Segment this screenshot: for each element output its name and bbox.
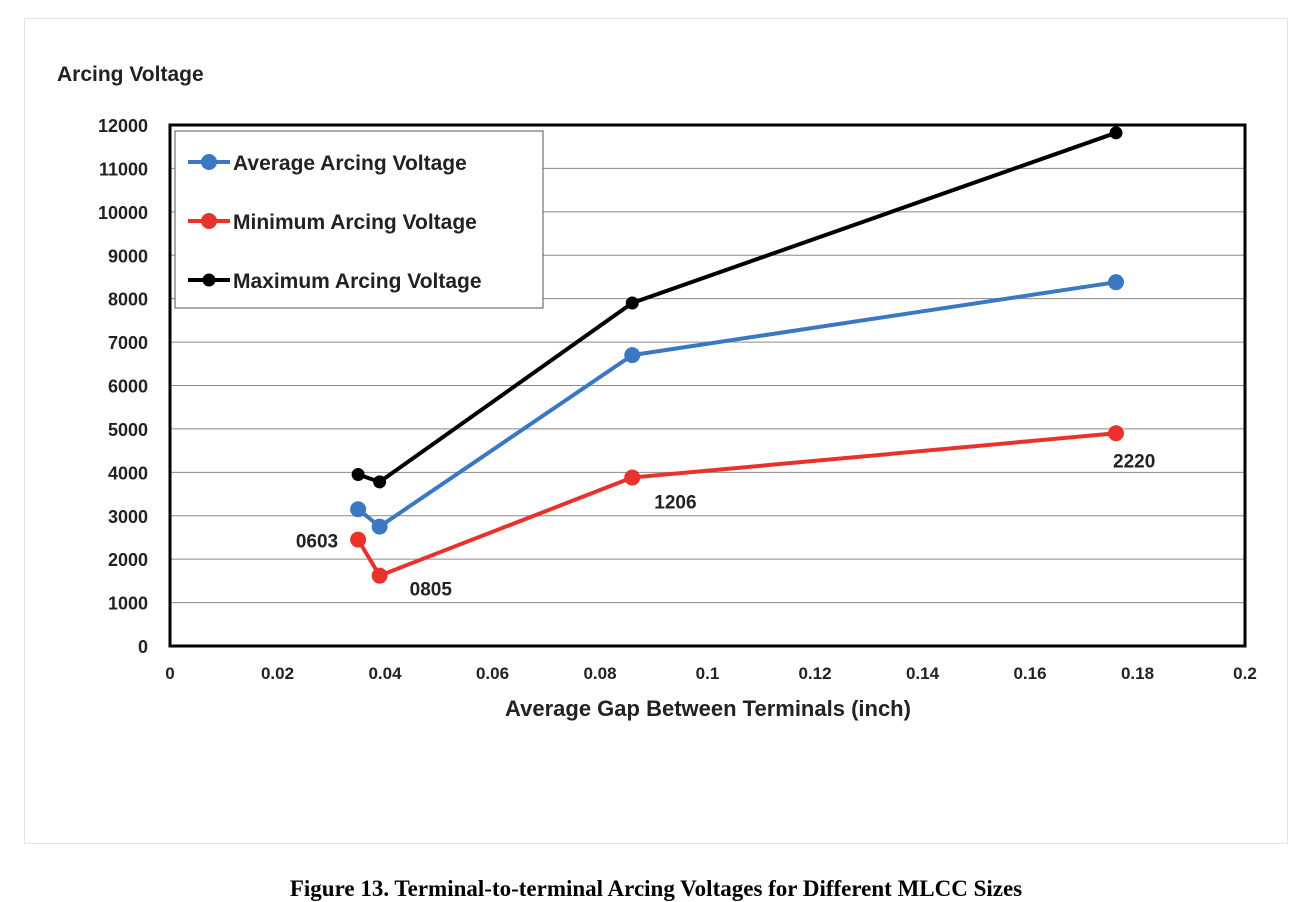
legend-swatch-marker [201,213,217,229]
y-tick-label: 2000 [108,550,148,570]
legend-box [174,130,544,309]
x-tick-label: 0.12 [798,664,831,683]
data-point [625,296,639,310]
y-tick-label: 3000 [108,507,148,527]
y-tick-label: 12000 [98,116,148,136]
legend-label: Maximum Arcing Voltage [233,270,482,293]
y-tick-label: 8000 [108,290,148,310]
annotation-label: 0805 [410,580,453,601]
x-tick-label: 0.08 [583,664,616,683]
x-tick-label: 0 [165,664,174,683]
x-tick-label: 0.18 [1121,664,1154,683]
x-tick-label: 0.1 [696,664,720,683]
data-point [371,518,388,535]
data-point [351,468,365,482]
y-tick-label: 9000 [108,246,148,266]
legend-item: Maximum Arcing Voltage [188,270,482,293]
y-tick-label: 0 [138,637,148,657]
series-layer [350,126,1124,584]
x-tick-label: 0.06 [476,664,509,683]
legend-label: Average Arcing Voltage [233,152,467,175]
legend-label: Minimum Arcing Voltage [233,211,477,234]
legend-swatch-marker [202,273,216,287]
figure-caption: Figure 13. Terminal-to-terminal Arcing V… [289,876,1023,901]
data-point [350,531,367,548]
series-line [357,130,1117,484]
series-2 [350,425,1124,584]
data-point [1108,425,1124,442]
arcing-voltage-chart: 0 1000 2000 3000 4000 5000 6000 7000 8000 9000 100… [57,63,1257,721]
legend-item: Average Arcing Voltage [188,152,467,175]
y-tick-labels: 0 1000 2000 3000 4000 5000 6000 7000 8000 9000 100… [98,116,148,657]
x-tick-label: 0.04 [368,664,402,683]
data-point [624,469,641,486]
legend-item: Minimum Arcing Voltage [188,211,477,234]
x-axis-title: Average Gap Between Terminals (inch) [505,696,911,721]
annotation-label: 1206 [654,493,696,514]
data-point [371,567,388,584]
y-tick-label: 1000 [108,594,148,614]
y-tick-label: 5000 [108,420,148,440]
x-tick-labels: 0 0.02 0.04 0.06 0.08 0.1 0.12 0.14 0.16 0.18 0.2 [165,664,1257,683]
y-tick-label: 4000 [108,463,148,483]
y-tick-label: 11000 [99,159,148,179]
series-3 [351,126,1123,489]
y-axis-title: Arcing Voltage [57,63,204,86]
x-tick-label: 0.2 [1233,664,1257,683]
x-tick-label: 0.02 [261,664,294,683]
data-point [624,347,641,364]
legend-swatch-marker [201,154,217,170]
series-1 [350,274,1124,535]
annotation-label: 0603 [296,532,338,553]
x-tick-label: 0.14 [906,664,940,683]
y-tick-label: 6000 [108,377,148,397]
series-line [356,280,1117,529]
data-point [1108,274,1124,291]
data-point [1109,126,1123,140]
y-tick-label: 10000 [98,203,148,223]
plot-area-border [168,123,1247,648]
y-tick-label: 7000 [108,333,148,353]
annotation-label: 2220 [1113,451,1155,472]
legend: Average Arcing Voltage Minimum Arcing Vol… [174,130,544,309]
x-tick-label: 0.16 [1013,664,1046,683]
series-line [356,431,1117,578]
data-point [350,501,367,518]
data-point [373,475,387,489]
point-annotations: 0603 0805 1206 2220 [296,451,1155,600]
legend-items: Average Arcing Voltage Minimum Arcing Vol… [188,152,482,293]
